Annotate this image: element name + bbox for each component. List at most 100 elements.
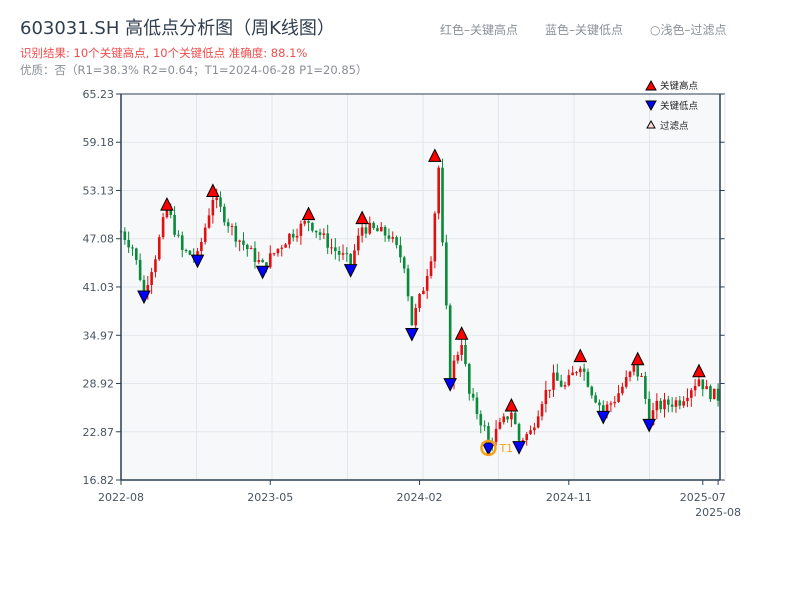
t1-label: T1 <box>498 442 513 455</box>
key-low-marker <box>443 378 457 392</box>
candle-body <box>705 386 708 390</box>
candle-body <box>177 234 180 236</box>
candle-body <box>460 344 463 355</box>
candle-body <box>621 386 624 394</box>
x-tick-label: 2023-05 <box>247 491 293 504</box>
candle-body <box>242 240 245 245</box>
candle-body <box>188 250 192 255</box>
key-low-marker <box>255 265 270 280</box>
candle-body <box>146 284 150 291</box>
candle-body <box>238 240 241 242</box>
candle-body <box>502 416 506 423</box>
key-low-marker <box>137 290 151 305</box>
candle-body <box>257 259 261 262</box>
legend-low-label: 关键低点 <box>660 100 699 112</box>
candle-body <box>429 261 433 277</box>
x-tick-label: 2025-08 <box>695 506 741 519</box>
candle-body <box>337 251 341 255</box>
candle-body <box>314 230 318 233</box>
candle-body <box>219 197 222 207</box>
candle-body <box>712 388 716 400</box>
candle-body <box>513 412 517 425</box>
candle-body <box>249 248 253 250</box>
candle-body <box>196 251 199 257</box>
candle-body <box>157 237 161 260</box>
candle-body <box>548 389 551 391</box>
candle-body <box>299 223 303 236</box>
candle-body <box>525 434 529 441</box>
candle-body <box>418 294 421 309</box>
candle-body <box>402 257 406 269</box>
candle-body <box>609 403 613 405</box>
candle-body <box>353 250 356 265</box>
candle-body <box>475 397 479 415</box>
candle-body <box>628 371 632 378</box>
candle-body <box>307 221 310 223</box>
candle-body <box>479 414 483 426</box>
candle-body <box>345 253 349 255</box>
candle-body <box>559 380 563 387</box>
legend-filtered-label: 过滤点 <box>660 120 689 132</box>
candle-body <box>246 244 249 250</box>
candle-body <box>590 386 594 396</box>
candle-body <box>154 259 157 273</box>
candle-body <box>647 398 651 425</box>
y-tick-label: 41.03 <box>83 281 115 294</box>
candle-body <box>445 242 448 306</box>
candle-body <box>517 424 521 441</box>
x-tick-label: 2024-02 <box>397 491 443 504</box>
key-high-marker <box>160 196 174 211</box>
candle-body <box>563 385 567 387</box>
candle-body <box>651 410 655 425</box>
candle-body <box>536 416 540 428</box>
candle-body <box>636 365 640 377</box>
candle-body <box>123 231 127 240</box>
candle-body <box>667 399 670 405</box>
key-low-marker <box>190 254 205 269</box>
candle-body <box>203 227 207 243</box>
candle-body <box>311 222 314 231</box>
candle-body <box>678 400 682 406</box>
candle-body <box>655 400 659 411</box>
candle-body <box>142 279 146 291</box>
candle-body <box>659 400 662 410</box>
legend-red-text: 红色–关键高点 <box>440 23 519 37</box>
candle-body <box>276 248 280 254</box>
candle-body <box>693 385 697 391</box>
candle-body <box>578 368 582 373</box>
candle-body <box>601 405 605 412</box>
key-high-marker <box>301 206 316 221</box>
candle-body <box>410 296 414 326</box>
candle-body <box>280 247 284 249</box>
candle-body <box>544 390 548 405</box>
candle-body <box>709 386 712 400</box>
candle-body <box>211 200 215 216</box>
candle-body <box>406 268 410 297</box>
candle-body <box>372 222 375 229</box>
candle-body <box>670 404 674 407</box>
candle-body <box>387 235 391 239</box>
candle-body <box>226 222 230 227</box>
candle-body <box>253 248 257 262</box>
candle-body <box>586 371 590 387</box>
candle-body <box>383 227 387 236</box>
candle-body <box>487 426 490 442</box>
candle-body <box>150 272 153 285</box>
candle-body <box>368 222 372 234</box>
candle-body <box>364 227 368 234</box>
candle-body <box>414 308 418 326</box>
candle-body <box>682 401 685 406</box>
candle-body <box>498 422 502 429</box>
candle-body <box>131 247 134 249</box>
candle-body <box>617 393 620 402</box>
candle-body <box>697 379 701 386</box>
legend-light-text: ○浅色–过滤点 <box>650 23 727 37</box>
candle-body <box>261 259 264 263</box>
key-high-marker <box>428 148 442 162</box>
key-high-marker <box>454 326 469 340</box>
candle-body <box>441 167 444 243</box>
candle-body <box>552 372 555 390</box>
candle-body <box>341 253 345 255</box>
candle-body <box>422 290 425 295</box>
